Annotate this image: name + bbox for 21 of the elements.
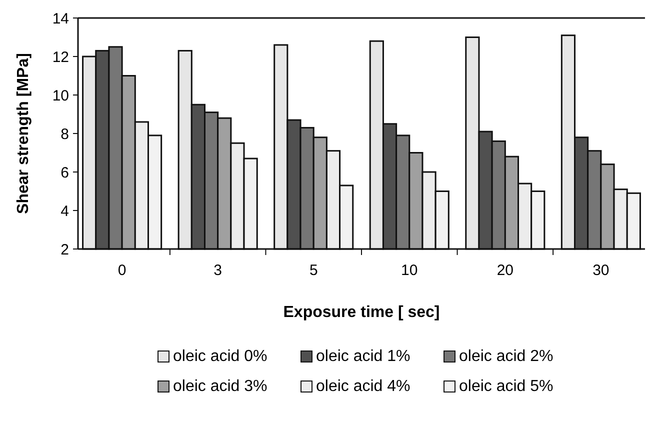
x-tick-label: 5 <box>309 262 318 279</box>
x-tick-label: 3 <box>214 262 222 279</box>
y-tick-label: 2 <box>60 241 69 258</box>
x-tick-label: 30 <box>592 262 610 279</box>
y-tick-label: 12 <box>52 48 69 66</box>
y-axis-title: Shear strength [MPa] <box>15 53 32 214</box>
legend-label: oleic acid 2% <box>459 348 554 365</box>
x-tick-label: 20 <box>496 262 514 279</box>
y-tick-label: 14 <box>52 10 69 28</box>
legend-label: oleic acid 0% <box>173 348 268 365</box>
y-tick-label: 10 <box>52 87 69 104</box>
legend-label: oleic acid 5% <box>459 378 554 395</box>
legend-label: oleic acid 1% <box>316 348 410 365</box>
y-tick-label: 8 <box>60 126 69 143</box>
y-tick-label: 4 <box>60 202 69 220</box>
y-tick-label: 6 <box>60 164 69 182</box>
x-tick-label: 0 <box>118 262 126 279</box>
x-tick-label: 10 <box>401 262 418 279</box>
x-axis-title: Exposure time [ sec] <box>283 304 440 321</box>
legend-label: oleic acid 4% <box>316 378 410 395</box>
legend-label: oleic acid 3% <box>173 378 268 395</box>
